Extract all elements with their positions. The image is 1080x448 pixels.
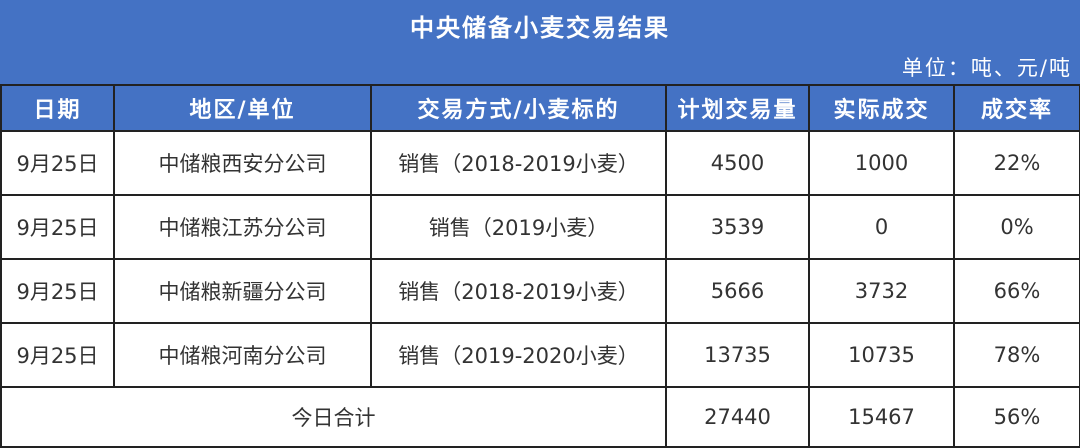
cell-actual: 1000 bbox=[808, 130, 955, 196]
header-rate: 成交率 bbox=[953, 84, 1080, 132]
cell-rate: 78% bbox=[953, 322, 1080, 388]
total-row: 今日合计 27440 15467 56% bbox=[0, 386, 1080, 448]
total-planned: 27440 bbox=[665, 386, 810, 448]
total-label: 今日合计 bbox=[0, 386, 667, 448]
header-date: 日期 bbox=[0, 84, 115, 132]
cell-date: 9月25日 bbox=[0, 194, 115, 260]
table-title: 中央储备小麦交易结果 bbox=[410, 14, 670, 42]
cell-date: 9月25日 bbox=[0, 258, 115, 324]
table-row: 9月25日 中储粮西安分公司 销售（2018-2019小麦） 4500 1000 22% bbox=[0, 130, 1080, 196]
header-planned: 计划交易量 bbox=[665, 84, 810, 132]
cell-unit: 中储粮河南分公司 bbox=[113, 322, 372, 388]
header-row: 日期 地区/单位 交易方式/小麦标的 计划交易量 实际成交 成交率 bbox=[0, 84, 1080, 132]
unit-note: 单位：吨、元/吨 bbox=[901, 56, 1072, 80]
header-unit: 地区/单位 bbox=[113, 84, 372, 132]
cell-planned: 4500 bbox=[665, 130, 810, 196]
cell-planned: 5666 bbox=[665, 258, 810, 324]
cell-planned: 13735 bbox=[665, 322, 810, 388]
header-actual: 实际成交 bbox=[808, 84, 955, 132]
cell-date: 9月25日 bbox=[0, 322, 115, 388]
title-banner: 中央储备小麦交易结果 单位：吨、元/吨 bbox=[0, 0, 1080, 84]
cell-actual: 3732 bbox=[808, 258, 955, 324]
cell-planned: 3539 bbox=[665, 194, 810, 260]
cell-unit: 中储粮西安分公司 bbox=[113, 130, 372, 196]
table-row: 9月25日 中储粮江苏分公司 销售（2019小麦） 3539 0 0% bbox=[0, 194, 1080, 260]
header-method: 交易方式/小麦标的 bbox=[370, 84, 667, 132]
cell-rate: 22% bbox=[953, 130, 1080, 196]
cell-rate: 66% bbox=[953, 258, 1080, 324]
total-actual: 15467 bbox=[808, 386, 955, 448]
table-row: 9月25日 中储粮新疆分公司 销售（2018-2019小麦） 5666 3732 66% bbox=[0, 258, 1080, 324]
cell-method: 销售（2018-2019小麦） bbox=[370, 258, 667, 324]
cell-rate: 0% bbox=[953, 194, 1080, 260]
table-row: 9月25日 中储粮河南分公司 销售（2019-2020小麦） 13735 10735 78… bbox=[0, 322, 1080, 388]
cell-actual: 0 bbox=[808, 194, 955, 260]
cell-unit: 中储粮新疆分公司 bbox=[113, 258, 372, 324]
cell-date: 9月25日 bbox=[0, 130, 115, 196]
cell-method: 销售（2018-2019小麦） bbox=[370, 130, 667, 196]
cell-method: 销售（2019-2020小麦） bbox=[370, 322, 667, 388]
trade-results-table: 日期 地区/单位 交易方式/小麦标的 计划交易量 实际成交 成交率 9月25日中… bbox=[0, 84, 1080, 448]
total-rate: 56% bbox=[953, 386, 1080, 448]
cell-unit: 中储粮江苏分公司 bbox=[113, 194, 372, 260]
cell-actual: 10735 bbox=[808, 322, 955, 388]
cell-method: 销售（2019小麦） bbox=[370, 194, 667, 260]
